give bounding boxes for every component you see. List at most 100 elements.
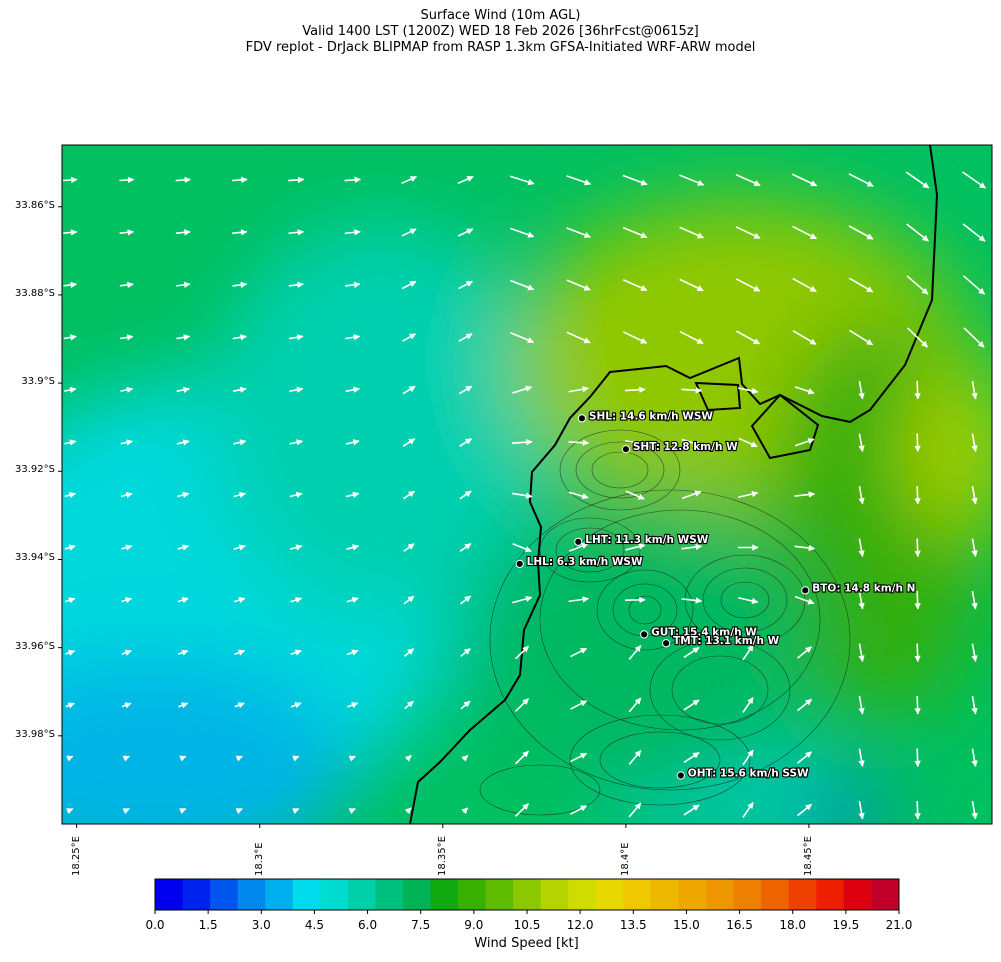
wind-arrow [288,176,305,184]
wind-arrow [235,808,243,815]
wind-arrow [347,702,359,709]
wind-arrow [971,538,978,557]
wind-arrow [459,595,472,605]
wind-arrow [962,171,986,189]
wind-arrow [971,485,978,505]
wind-arrow [681,438,702,447]
wind-arrow [401,175,418,185]
wind-arrow [510,331,535,344]
wind-arrow [794,544,816,552]
wind-arrow [566,331,591,344]
wind-arrow [679,278,704,292]
wind-arrow [346,596,359,604]
wind-arrow [792,277,817,293]
lon-tick-label: 18.35°E [436,836,448,876]
wind-arrow [233,491,247,499]
colorbar-tick-label: 6.0 [358,918,378,932]
wind-arrow [625,543,646,551]
wind-arrow [177,597,189,604]
lon-tick-label: 18.45°E [802,836,814,876]
wind-arrow [231,176,248,184]
wind-arrow [235,755,243,762]
wind-speed-field [62,145,992,824]
wind-arrow [792,225,818,240]
wind-arrow [120,386,134,394]
wind-arrow [512,595,533,604]
wind-arrow [176,386,190,394]
wind-vectors [62,171,986,820]
wind-arrow [962,275,986,295]
lat-tick-label: 33.96°S [15,640,55,652]
wind-arrow [514,750,530,765]
wind-arrow [177,544,190,551]
wind-arrow [289,491,303,498]
lat-tick-label: 33.86°S [15,199,55,211]
wind-arrow [681,597,703,604]
wind-arrow [403,543,415,552]
station-dot-sht [621,445,630,454]
wind-arrow [962,223,986,242]
lon-tick-label: 18.4°E [619,842,631,876]
wind-arrow [232,229,248,236]
wind-arrow [570,805,588,815]
wind-arrow [971,433,978,452]
colorbar-tick-label: 4.5 [304,918,324,932]
wind-arrow [232,386,247,393]
wind-arrow [566,279,591,291]
station-dot-gut [640,630,649,639]
station-label-lht: LHT: 11.3 km/h WSW [585,534,709,546]
wind-arrow [622,226,648,239]
wind-arrow [858,748,865,767]
wind-arrow [971,800,978,820]
colorbar-tick-label: 3.0 [251,918,271,932]
wind-arrow [625,490,645,500]
colorbar-tick-label: 21.0 [885,918,913,932]
wind-arrow [177,491,190,499]
wind-arrow [742,644,754,661]
wind-arrow [401,228,417,237]
wind-arrow [122,808,130,815]
wind-arrow [345,439,360,446]
wind-arrow [794,595,815,605]
wind-arrow [120,491,133,499]
wind-arrow [346,491,360,498]
wind-arrow [457,175,474,185]
wind-arrow [681,490,702,500]
wind-arrow [234,702,245,709]
wind-arrow [738,596,759,605]
wind-arrow [624,386,646,393]
wind-arrow [622,174,648,186]
station-dot-oht [676,771,685,780]
wind-arrow [971,748,978,767]
wind-arrow [849,329,874,346]
lat-tick-label: 33.9°S [21,376,55,388]
wind-arrow [797,803,812,817]
wind-arrow [289,439,303,446]
wind-arrow [179,755,187,762]
station-dot-shl [577,414,587,423]
wind-arrow [742,697,754,713]
wind-arrow [738,490,759,499]
wind-arrow [119,176,135,184]
lat-tick-label: 33.94°S [15,552,55,564]
colorbar-tick-label: 0.0 [145,918,165,932]
wind-arrow [64,439,77,446]
station-label-gut: GUT: 15.4 km/h W [651,626,757,638]
wind-arrow [858,800,865,820]
wind-arrow [64,491,76,499]
wind-arrow [346,544,360,551]
wind-arrow [290,702,302,709]
lon-tick-label: 18.3°E [253,842,265,876]
wind-arrow [858,380,865,400]
wind-arrow [738,387,759,394]
wind-arrow [848,225,874,240]
wind-arrow [794,491,816,498]
wind-arrow [914,800,921,820]
wind-arrow [683,646,700,659]
wind-arrow [119,229,135,236]
wind-arrow [628,645,642,660]
wind-arrow [792,173,818,187]
wind-arrow [63,281,78,289]
wind-arrow [628,802,642,818]
